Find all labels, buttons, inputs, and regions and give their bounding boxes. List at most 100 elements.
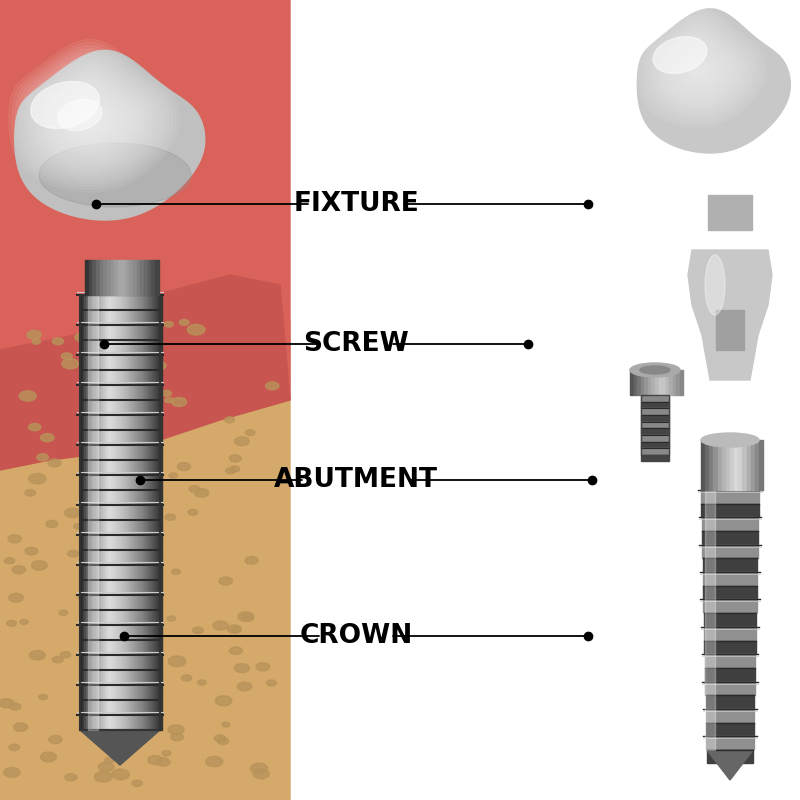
Ellipse shape: [630, 363, 680, 377]
Ellipse shape: [102, 442, 118, 453]
Bar: [106, 295, 109, 730]
Ellipse shape: [225, 417, 234, 422]
Ellipse shape: [194, 489, 209, 497]
Polygon shape: [44, 74, 141, 161]
Bar: [105, 295, 106, 730]
Bar: [702, 531, 758, 544]
Ellipse shape: [242, 614, 254, 621]
Ellipse shape: [253, 769, 270, 778]
Bar: [110, 260, 114, 295]
Bar: [706, 736, 754, 750]
Polygon shape: [25, 55, 162, 178]
Ellipse shape: [165, 398, 174, 402]
Polygon shape: [679, 50, 719, 88]
Bar: [80, 295, 160, 730]
Ellipse shape: [168, 656, 186, 666]
Ellipse shape: [52, 656, 63, 662]
Bar: [706, 682, 754, 694]
Bar: [118, 260, 122, 295]
Ellipse shape: [230, 647, 242, 654]
Bar: [89, 260, 92, 295]
Bar: [641, 422, 669, 428]
Ellipse shape: [148, 755, 163, 765]
Ellipse shape: [96, 322, 114, 333]
Bar: [648, 370, 651, 395]
Ellipse shape: [138, 513, 148, 519]
Ellipse shape: [80, 362, 94, 370]
Text: FIXTURE: FIXTURE: [293, 191, 419, 217]
Bar: [130, 260, 133, 295]
Bar: [658, 370, 662, 395]
Polygon shape: [66, 97, 116, 141]
Bar: [718, 440, 722, 490]
Polygon shape: [86, 115, 95, 124]
Polygon shape: [50, 81, 134, 155]
Bar: [109, 295, 110, 730]
Polygon shape: [685, 57, 712, 82]
Bar: [651, 370, 654, 395]
Ellipse shape: [8, 535, 22, 543]
Bar: [726, 440, 730, 490]
Ellipse shape: [256, 662, 270, 671]
Polygon shape: [0, 290, 290, 800]
Ellipse shape: [39, 143, 191, 207]
Ellipse shape: [150, 678, 163, 686]
Bar: [115, 295, 117, 730]
Bar: [119, 295, 121, 730]
Ellipse shape: [218, 738, 229, 745]
Bar: [98, 295, 101, 730]
Ellipse shape: [162, 750, 171, 756]
Polygon shape: [82, 112, 98, 127]
Bar: [705, 440, 709, 490]
Bar: [707, 750, 753, 763]
Ellipse shape: [99, 360, 114, 368]
Ellipse shape: [206, 757, 222, 766]
Bar: [702, 518, 758, 530]
Ellipse shape: [25, 490, 36, 496]
Polygon shape: [18, 49, 169, 183]
Ellipse shape: [179, 319, 189, 326]
Bar: [113, 295, 115, 730]
Bar: [644, 370, 648, 395]
Ellipse shape: [142, 518, 150, 523]
Ellipse shape: [250, 763, 267, 774]
Ellipse shape: [188, 510, 198, 515]
Ellipse shape: [100, 610, 113, 618]
Bar: [148, 295, 150, 730]
Ellipse shape: [705, 255, 725, 315]
Ellipse shape: [245, 557, 258, 564]
Ellipse shape: [231, 626, 241, 633]
Ellipse shape: [193, 627, 203, 634]
Bar: [703, 586, 757, 598]
Ellipse shape: [135, 341, 146, 347]
Bar: [144, 260, 147, 295]
Ellipse shape: [94, 370, 110, 379]
Ellipse shape: [112, 769, 130, 780]
Bar: [641, 448, 669, 454]
Ellipse shape: [32, 339, 41, 344]
Ellipse shape: [230, 455, 242, 462]
Bar: [101, 295, 102, 730]
Ellipse shape: [14, 723, 28, 731]
Ellipse shape: [234, 664, 250, 673]
Ellipse shape: [266, 382, 279, 390]
Bar: [722, 440, 726, 490]
Bar: [703, 572, 757, 585]
Ellipse shape: [105, 758, 114, 763]
Polygon shape: [646, 15, 756, 119]
Bar: [92, 295, 94, 730]
Polygon shape: [694, 66, 702, 74]
Bar: [130, 295, 131, 730]
Bar: [641, 395, 669, 401]
Ellipse shape: [701, 433, 759, 447]
Bar: [88, 295, 90, 730]
Bar: [742, 440, 746, 490]
Bar: [662, 370, 666, 395]
Bar: [138, 295, 139, 730]
Bar: [110, 295, 113, 730]
Ellipse shape: [9, 744, 19, 750]
Bar: [710, 440, 713, 490]
Bar: [704, 613, 756, 626]
Ellipse shape: [91, 656, 108, 666]
Ellipse shape: [172, 398, 186, 406]
